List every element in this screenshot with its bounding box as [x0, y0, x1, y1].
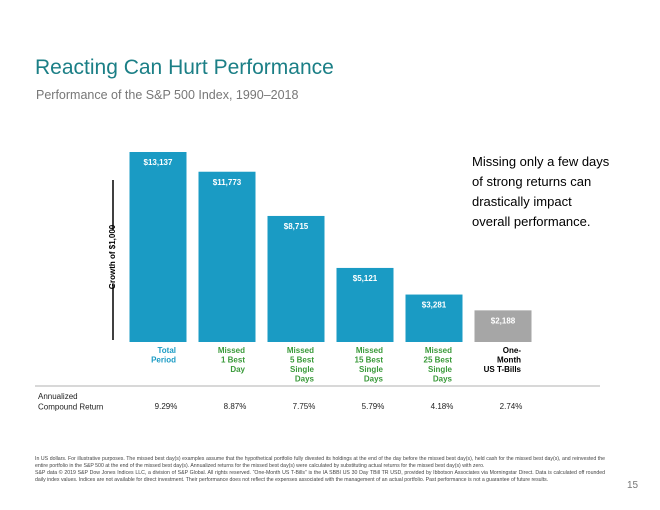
x-tick-label: US T-Bills	[484, 365, 522, 374]
x-tick-label: Days	[364, 375, 384, 384]
x-tick-label: Period	[151, 356, 176, 365]
x-tick-label: 25 Best	[424, 356, 453, 365]
return-value: 5.79%	[362, 402, 385, 411]
return-value: 9.29%	[155, 402, 178, 411]
value-label: $13,137	[144, 158, 173, 167]
bar	[336, 267, 394, 342]
x-tick-label: Missed	[356, 346, 383, 355]
x-tick-label: Single	[290, 365, 315, 374]
x-tick-label: Single	[359, 365, 384, 374]
return-value: 2.74%	[500, 402, 523, 411]
value-label: $2,188	[491, 316, 516, 325]
return-value: 7.75%	[293, 402, 316, 411]
footnote-paragraph: S&P data © 2019 S&P Dow Jones Indices LL…	[35, 470, 605, 483]
bar	[129, 152, 187, 342]
x-tick-label: Missed	[218, 346, 245, 355]
footnote: In US dollars. For illustrative purposes…	[35, 456, 605, 484]
y-axis-label: Growth of $1,000	[108, 224, 117, 289]
x-tick-label: Missed	[425, 346, 452, 355]
row-label: Compound Return	[38, 403, 103, 412]
bar	[267, 215, 325, 342]
x-tick-label: Day	[230, 365, 245, 374]
annotation-line: Missing only a few days	[472, 154, 610, 169]
x-tick-label: 5 Best	[290, 356, 314, 365]
annotation-line: of strong returns can	[472, 174, 592, 189]
bar	[474, 310, 532, 342]
title: Reacting Can Hurt Performance	[35, 56, 334, 79]
x-tick-label: Missed	[287, 346, 314, 355]
footnote-paragraph: In US dollars. For illustrative purposes…	[35, 456, 605, 469]
return-value: 8.87%	[224, 402, 247, 411]
x-tick-label: One-	[503, 346, 522, 355]
bar	[198, 171, 256, 342]
x-tick-label: Days	[295, 375, 315, 384]
x-tick-label: Single	[428, 365, 453, 374]
value-label: $3,281	[422, 301, 447, 310]
bar	[405, 294, 463, 342]
value-label: $5,121	[353, 274, 378, 283]
x-tick-label: 1 Best	[221, 356, 245, 365]
page-number: 15	[627, 480, 639, 491]
subtitle: Performance of the S&P 500 Index, 1990–2…	[36, 88, 299, 102]
annotation-line: overall performance.	[472, 214, 591, 229]
x-tick-label: Total	[157, 346, 176, 355]
annotation: Missing only a few days of strong returns…	[472, 152, 642, 232]
x-tick-label: Days	[433, 375, 453, 384]
value-label: $11,773	[213, 178, 242, 187]
x-tick-label: Month	[497, 356, 521, 365]
row-label: Annualized	[38, 392, 78, 401]
x-tick-label: 15 Best	[355, 356, 384, 365]
annotation-line: drastically impact	[472, 194, 572, 209]
return-value: 4.18%	[431, 402, 454, 411]
value-label: $8,715	[284, 222, 309, 231]
